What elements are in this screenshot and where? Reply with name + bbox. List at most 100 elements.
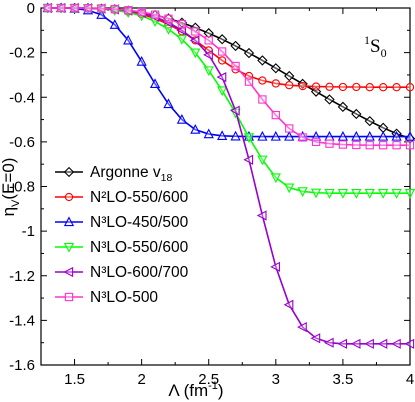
data-point-n-lo-550-600 <box>324 189 335 199</box>
data-point-n-lo-600-700 <box>297 321 307 333</box>
legend-item-argonne-v18: Argonne v18 <box>55 164 173 184</box>
channel-annotation-main: S <box>370 36 381 57</box>
data-point-n-lo-500 <box>70 3 79 13</box>
data-point-n-lo-600-700 <box>243 154 254 165</box>
data-point-n-lo-550-600 <box>217 56 227 65</box>
data-point-n-lo-550-600 <box>176 35 188 45</box>
series-line-n-lo-450-500 <box>47 7 410 138</box>
data-point-n-lo-550-600 <box>337 189 349 199</box>
y-axis-title-sub: V <box>10 199 22 207</box>
legend-label: N³LO-450/500 <box>90 214 189 231</box>
legend-item-n-lo-550-600: N³LO-550/600 <box>55 239 189 256</box>
data-point-argonne-v18 <box>364 115 375 127</box>
legend-label: N³LO-500 <box>90 289 158 306</box>
data-point-n-lo-600-700 <box>390 338 401 349</box>
data-point-n-lo-550-600 <box>298 81 307 91</box>
data-point-n-lo-450-500 <box>190 124 201 134</box>
data-point-n-lo-500 <box>204 36 213 45</box>
data-point-n-lo-500 <box>392 141 401 150</box>
data-point-argonne-v18 <box>284 70 295 82</box>
data-point-n-lo-500 <box>405 141 415 150</box>
legend-marker <box>63 166 75 178</box>
data-point-n-lo-500 <box>177 19 187 29</box>
data-point-n-lo-500 <box>338 140 348 149</box>
legend-label: N³LO-550/600 <box>90 239 189 256</box>
data-point-n-lo-600-700 <box>350 338 361 349</box>
data-point-n-lo-500 <box>124 6 133 15</box>
series-n-lo-500 <box>43 3 415 150</box>
data-point-n-lo-500 <box>97 4 106 13</box>
y-tick-label: -0.2 <box>9 45 35 62</box>
data-point-argonne-v18 <box>243 47 255 59</box>
data-point-n-lo-550-600 <box>352 82 361 92</box>
data-point-n-lo-450-500 <box>149 78 161 89</box>
legend-label: N³LO-600/700 <box>90 264 189 281</box>
legend-marker <box>63 266 74 278</box>
data-point-n-lo-450-500 <box>230 130 241 141</box>
data-point-n-lo-500 <box>325 139 334 148</box>
data-point-n-lo-500 <box>352 140 361 150</box>
x-tick-label: 1.5 <box>64 371 85 388</box>
data-point-n-lo-550-600 <box>258 76 267 85</box>
axis-ticks: 1.5 2 2.5 3 3.5 4 0 -0.2 -0.4 -0.6 -0.8 -1 -1.2 -1.4 -… <box>9 0 414 388</box>
series-line-n-lo-500 <box>47 7 410 147</box>
data-point-n-lo-550-600 <box>391 189 402 199</box>
data-point-argonne-v18 <box>270 63 281 74</box>
data-point-argonne-v18 <box>203 28 214 39</box>
y-tick-label: -1.2 <box>9 268 35 285</box>
data-point-n-lo-450-500 <box>217 130 228 141</box>
data-point-n-lo-550-600 <box>338 82 348 92</box>
data-point-n-lo-550-600 <box>310 188 322 199</box>
data-point-n-lo-450-500 <box>364 130 375 141</box>
data-point-n-lo-550-600 <box>203 66 214 77</box>
data-point-n-lo-550-600 <box>351 189 362 199</box>
data-point-n-lo-450-500 <box>109 19 120 29</box>
plot-area <box>40 7 411 366</box>
x-tick-label: 4 <box>406 371 414 388</box>
data-point-n-lo-550-600 <box>365 83 374 92</box>
data-point-argonne-v18 <box>230 40 241 52</box>
legend: Argonne v18 N²LO-550/600 N³LO-450/500 N³LO-… <box>55 164 189 306</box>
data-point-n-lo-550-600 <box>285 81 294 90</box>
data-point-n-lo-600-700 <box>203 49 213 60</box>
legend-marker <box>64 192 74 202</box>
data-point-n-lo-500 <box>258 95 267 104</box>
data-point-n-lo-500 <box>137 7 146 17</box>
data-point-n-lo-600-700 <box>283 299 294 310</box>
data-point-n-lo-500 <box>150 10 160 19</box>
data-point-n-lo-600-700 <box>337 338 348 349</box>
data-point-n-lo-500 <box>56 3 66 13</box>
data-point-n-lo-550-600 <box>270 173 281 184</box>
x-tick-label: 2.5 <box>198 371 219 388</box>
data-point-n-lo-550-600 <box>378 189 389 199</box>
data-point-n-lo-600-700 <box>310 333 321 344</box>
data-point-n-lo-500 <box>191 27 200 36</box>
data-point-n-lo-500 <box>217 47 227 56</box>
data-point-argonne-v18 <box>351 108 362 120</box>
data-point-n-lo-500 <box>164 14 173 23</box>
data-point-n-lo-600-700 <box>377 338 388 349</box>
series-layer <box>42 2 415 349</box>
data-point-n-lo-500 <box>298 133 307 142</box>
legend-label: Argonne v18 <box>90 164 173 184</box>
data-point-n-lo-600-700 <box>256 210 267 221</box>
data-point-n-lo-450-500 <box>351 130 362 141</box>
y-tick-label: -1.4 <box>9 312 35 329</box>
data-point-n-lo-450-500 <box>378 130 389 141</box>
y-tick-label: -1 <box>22 223 35 240</box>
x-tick-label: 3.5 <box>332 371 353 388</box>
data-point-argonne-v18 <box>324 94 335 105</box>
channel-annotation-sup: 1 <box>364 33 370 47</box>
data-point-n-lo-500 <box>231 61 240 71</box>
data-point-n-lo-500 <box>43 3 52 13</box>
data-point-argonne-v18 <box>297 78 308 90</box>
data-point-n-lo-500 <box>110 4 119 14</box>
data-point-n-lo-500 <box>365 141 374 150</box>
x-tick-label: 2 <box>137 371 145 388</box>
channel-annotation: 1S0 <box>364 33 387 60</box>
data-point-n-lo-500 <box>311 137 321 147</box>
y-tick-label: -1.6 <box>9 357 35 374</box>
data-point-n-lo-550-600 <box>405 83 415 92</box>
data-point-n-lo-600-700 <box>216 72 227 83</box>
